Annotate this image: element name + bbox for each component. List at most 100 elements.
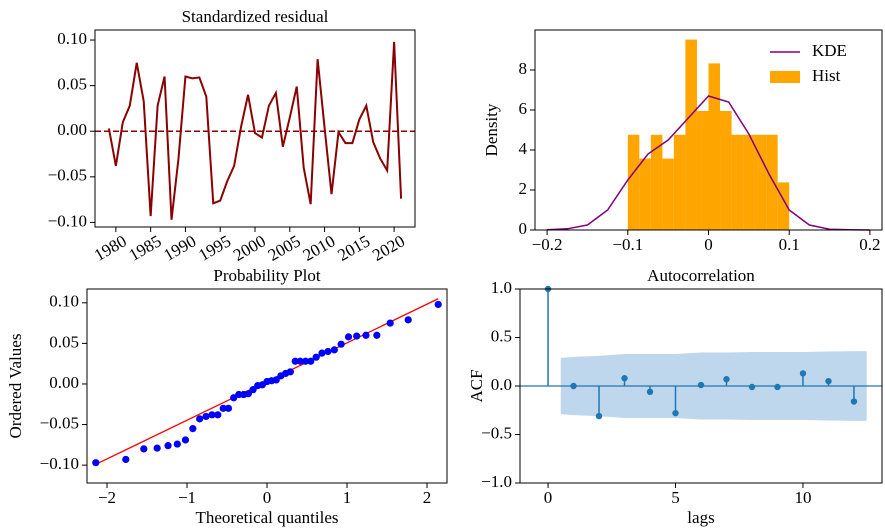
point <box>312 353 320 361</box>
y-tick-label: 0 <box>519 219 528 238</box>
point <box>272 376 280 384</box>
hist-bar <box>627 134 640 230</box>
axes-frame <box>86 288 448 484</box>
legend-label: KDE <box>812 41 847 60</box>
x-tick-label: 1990 <box>160 231 199 264</box>
hist-bar <box>685 39 697 230</box>
hist-bar <box>639 158 651 230</box>
x-tick-label: 1 <box>343 488 352 507</box>
hist-bar <box>708 63 721 231</box>
point <box>344 333 353 341</box>
y-tick-label: −0.5 <box>481 423 512 442</box>
point <box>286 368 294 376</box>
point <box>92 459 100 467</box>
stem-marker <box>748 383 756 391</box>
x-tick-label: 1995 <box>195 231 234 264</box>
y-tick-label: 0.00 <box>57 120 87 139</box>
point <box>386 319 394 327</box>
point <box>244 390 252 398</box>
x-axis-label: lags <box>687 508 714 527</box>
x-tick-label: 1980 <box>91 231 130 264</box>
point <box>181 436 190 444</box>
y-tick-label: 0.05 <box>49 332 79 351</box>
point <box>362 331 370 339</box>
stem-marker <box>697 381 705 389</box>
x-tick-label: −2 <box>98 488 116 507</box>
axes-title: Standardized residual <box>182 7 329 26</box>
x-tick-label: 1985 <box>126 231 165 264</box>
stem-marker <box>646 388 654 396</box>
point <box>202 412 210 421</box>
y-tick-label: 8 <box>519 59 528 78</box>
y-tick-label: −0.05 <box>48 166 87 185</box>
x-tick-label: 10 <box>794 488 811 507</box>
y-axis-label: ACF <box>467 369 486 402</box>
point <box>224 404 233 412</box>
y-tick-label: −0.10 <box>48 211 87 230</box>
stem-marker <box>850 398 858 405</box>
point <box>337 340 345 348</box>
point <box>324 347 332 356</box>
x-tick-label: 2015 <box>334 231 373 264</box>
point <box>249 386 257 394</box>
point <box>208 411 216 419</box>
y-tick-label: 0.00 <box>49 373 79 392</box>
axes-title: Probability Plot <box>213 266 320 285</box>
point <box>219 404 227 412</box>
x-tick-label: 2000 <box>230 231 269 264</box>
y-tick-label: 4 <box>519 139 528 158</box>
point <box>404 316 412 324</box>
legend-label: Hist <box>812 66 841 85</box>
point <box>434 300 442 309</box>
x-tick-label: −0.2 <box>532 235 563 254</box>
hist-bar <box>766 134 778 230</box>
point <box>353 332 361 340</box>
x-tick-label: 0 <box>263 488 272 507</box>
y-tick-label: 0.0 <box>491 375 512 394</box>
point <box>173 440 181 448</box>
point <box>291 357 299 365</box>
x-tick-label: 5 <box>671 488 680 507</box>
hist-bar <box>743 134 755 230</box>
point <box>373 331 381 339</box>
stem-marker <box>621 375 628 382</box>
hist-bar <box>662 158 674 230</box>
point <box>153 444 161 452</box>
point <box>164 442 172 450</box>
stem-marker <box>774 383 781 391</box>
x-tick-label: −0.1 <box>612 235 643 254</box>
y-tick-label: −1.0 <box>481 472 512 491</box>
x-tick-label: 2010 <box>300 231 339 264</box>
x-tick-label: 2005 <box>265 231 304 264</box>
legend-swatch <box>770 71 800 83</box>
x-tick-label: 0.1 <box>779 235 800 254</box>
point <box>196 415 204 423</box>
y-tick-label: 2 <box>519 179 528 198</box>
stem-marker <box>825 377 832 385</box>
hist-bar <box>720 111 732 230</box>
y-tick-label: 0.05 <box>57 75 87 94</box>
y-tick-label: 0.10 <box>57 29 87 48</box>
y-axis-label: Density <box>482 103 501 156</box>
x-tick-label: −1 <box>178 488 196 507</box>
stem-marker <box>570 382 577 390</box>
x-tick-label: 0 <box>704 235 713 254</box>
hist-bar <box>696 111 709 230</box>
hist-bar <box>777 182 790 230</box>
y-tick-label: 0.10 <box>49 292 79 311</box>
point <box>296 357 304 365</box>
point <box>301 357 310 365</box>
hist-bar <box>754 134 767 230</box>
point <box>330 346 338 354</box>
hist-bar <box>650 134 663 230</box>
point <box>214 411 222 419</box>
y-tick-label: 6 <box>519 99 528 118</box>
x-axis-label: Theoretical quantiles <box>195 508 338 527</box>
point <box>189 425 197 433</box>
point <box>318 349 326 357</box>
stem-marker <box>672 409 679 417</box>
stem-marker <box>595 412 603 420</box>
x-tick-label: 0 <box>544 488 553 507</box>
axes-title: Autocorrelation <box>647 266 755 285</box>
